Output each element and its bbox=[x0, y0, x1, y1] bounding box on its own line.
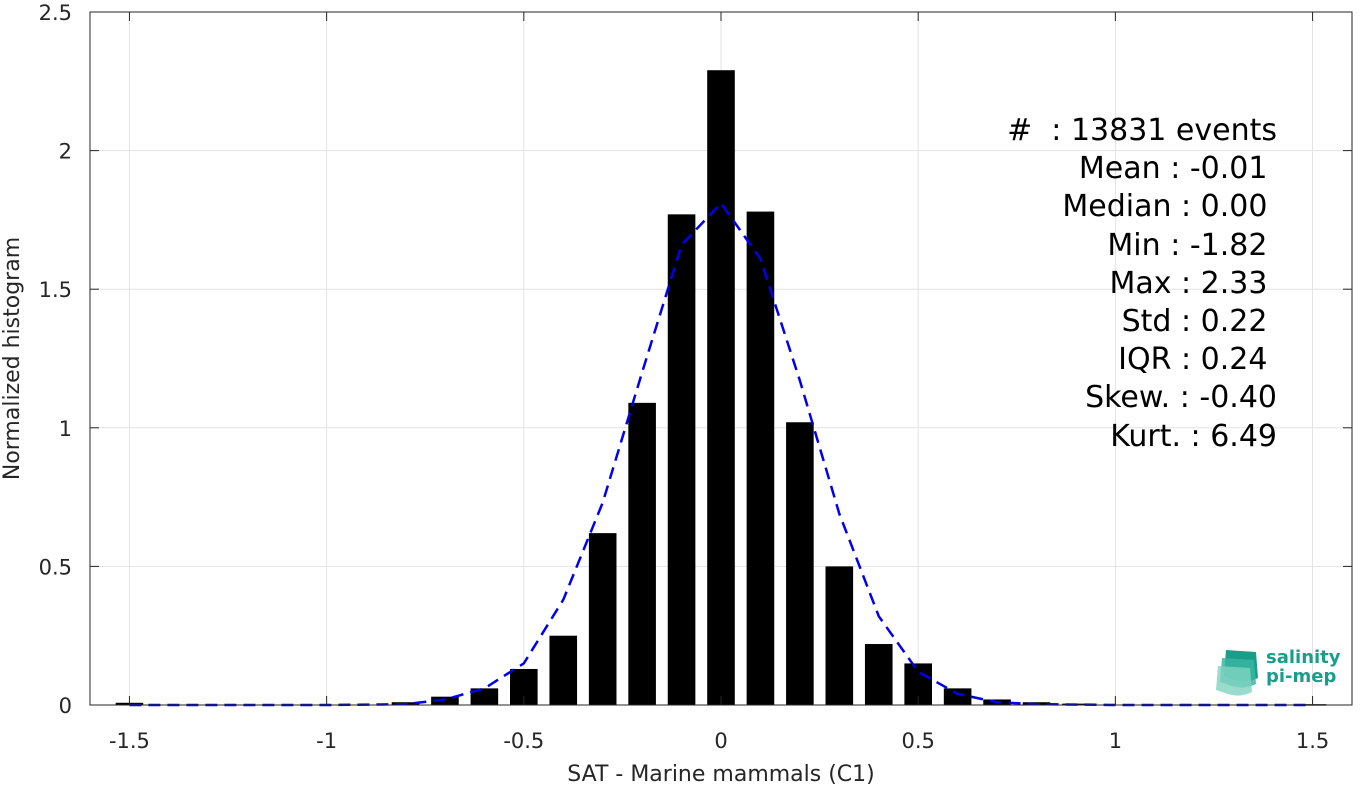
x-tick-label: 1.5 bbox=[1296, 729, 1329, 753]
histogram-bar bbox=[470, 688, 499, 705]
stats-max: Max : 2.33 bbox=[1109, 265, 1277, 301]
stats-mean: Mean : -0.01 bbox=[1078, 151, 1277, 187]
x-tick-label: 0 bbox=[714, 729, 727, 753]
x-axis-ticks: -1.5 -1 -0.5 0 0.5 1 1.5 bbox=[109, 12, 1329, 753]
x-tick-label: 1 bbox=[1109, 729, 1122, 753]
histogram-bar bbox=[943, 688, 972, 705]
histogram-bars bbox=[115, 70, 1327, 706]
stats-std: Std : 0.22 bbox=[1121, 304, 1277, 340]
logo-text: salinity pi-mep bbox=[1266, 648, 1341, 686]
histogram-bar bbox=[746, 211, 775, 706]
stats-kurt: Kurt. : 6.49 bbox=[1110, 418, 1277, 454]
y-tick-label: 0.5 bbox=[39, 555, 72, 579]
histogram-bar bbox=[588, 533, 617, 705]
stats-median: Median : 0.00 bbox=[1062, 189, 1277, 225]
histogram-bar bbox=[864, 644, 893, 705]
y-axis-label: Normalized histogram bbox=[0, 237, 25, 480]
x-tick-label: 0.5 bbox=[901, 729, 934, 753]
histogram-bar bbox=[786, 422, 814, 705]
y-tick-label: 2 bbox=[59, 140, 72, 164]
histogram-bar bbox=[667, 214, 696, 705]
histogram-bar bbox=[707, 70, 735, 706]
logo-line2: pi-mep bbox=[1266, 666, 1337, 687]
logo-line1: salinity bbox=[1266, 647, 1341, 668]
salinity-pimep-logo: salinity pi-mep bbox=[1216, 646, 1346, 696]
x-tick-label: -0.5 bbox=[503, 729, 544, 753]
y-axis-ticks: 0 0.5 1 1.5 2 2.5 bbox=[39, 1, 1352, 718]
waves-icon bbox=[1216, 650, 1258, 696]
stats-panel: # : 13831 events Mean : -0.01 Median : 0… bbox=[1007, 112, 1277, 456]
stats-min: Min : -1.82 bbox=[1107, 227, 1277, 263]
fit-curve bbox=[129, 201, 1313, 707]
histogram-bar bbox=[549, 635, 578, 705]
y-tick-label: 1.5 bbox=[39, 278, 72, 302]
stats-count: # : 13831 events bbox=[1007, 113, 1277, 148]
histogram-bar bbox=[628, 402, 656, 705]
x-tick-label: -1.5 bbox=[109, 729, 150, 753]
histogram-bar bbox=[431, 696, 459, 705]
y-tick-label: 0 bbox=[59, 694, 72, 718]
stats-iqr: IQR : 0.24 bbox=[1118, 342, 1277, 378]
stats-skew: Skew. : -0.40 bbox=[1085, 380, 1277, 416]
x-axis-label: SAT - Marine mammals (C1) bbox=[567, 762, 875, 785]
y-tick-label: 1 bbox=[59, 417, 72, 441]
y-tick-label: 2.5 bbox=[39, 1, 72, 25]
x-tick-label: -1 bbox=[316, 729, 337, 753]
histogram-bar bbox=[825, 566, 854, 705]
